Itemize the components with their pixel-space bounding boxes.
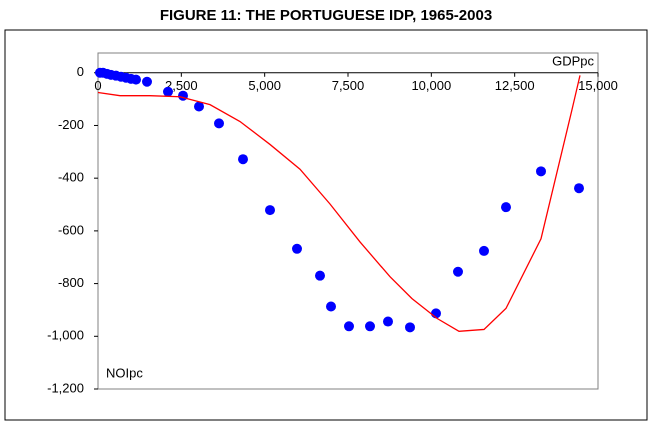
- x-tick-label: 5,000: [248, 78, 281, 93]
- y-tick-label: -1,200: [47, 380, 84, 395]
- data-point: [574, 183, 584, 194]
- x-tick-label: 0: [94, 78, 101, 93]
- data-point: [479, 245, 489, 256]
- chart-title: FIGURE 11: THE PORTUGUESE IDP, 1965-2003: [160, 7, 492, 24]
- plot-area: [97, 52, 599, 390]
- data-point: [365, 321, 375, 332]
- data-point: [405, 322, 415, 333]
- data-point: [453, 266, 463, 277]
- x-tick-label: 15,000: [578, 78, 618, 93]
- data-point: [326, 301, 336, 312]
- data-point: [292, 243, 302, 254]
- trend-line: [97, 75, 581, 332]
- data-point: [142, 76, 152, 87]
- data-point: [131, 74, 141, 85]
- data-point: [178, 90, 188, 101]
- y-axis-label: NOIpc: [106, 365, 143, 380]
- x-tick-label: 12,500: [495, 78, 535, 93]
- x-tick-label: 10,000: [411, 78, 451, 93]
- y-tick-label: -600: [58, 222, 84, 237]
- data-point: [265, 205, 275, 216]
- data-point: [194, 101, 204, 112]
- data-point: [501, 202, 511, 213]
- y-tick-label: -200: [58, 117, 84, 132]
- y-tick-label: 0: [77, 64, 84, 79]
- y-tick-label: -800: [58, 275, 84, 290]
- chart-frame: [4, 29, 648, 421]
- y-tick-label: -1,000: [47, 328, 84, 343]
- x-tick-label: 2,500: [165, 78, 198, 93]
- x-axis-label: GDPpc: [552, 53, 594, 68]
- y-tick-label: -400: [58, 170, 84, 185]
- data-point: [536, 166, 546, 177]
- data-point: [383, 316, 393, 327]
- data-point: [163, 86, 173, 97]
- data-point: [315, 270, 325, 281]
- data-point: [238, 154, 248, 165]
- x-tick-label: 7,500: [332, 78, 365, 93]
- data-point: [214, 118, 224, 129]
- data-point: [344, 321, 354, 332]
